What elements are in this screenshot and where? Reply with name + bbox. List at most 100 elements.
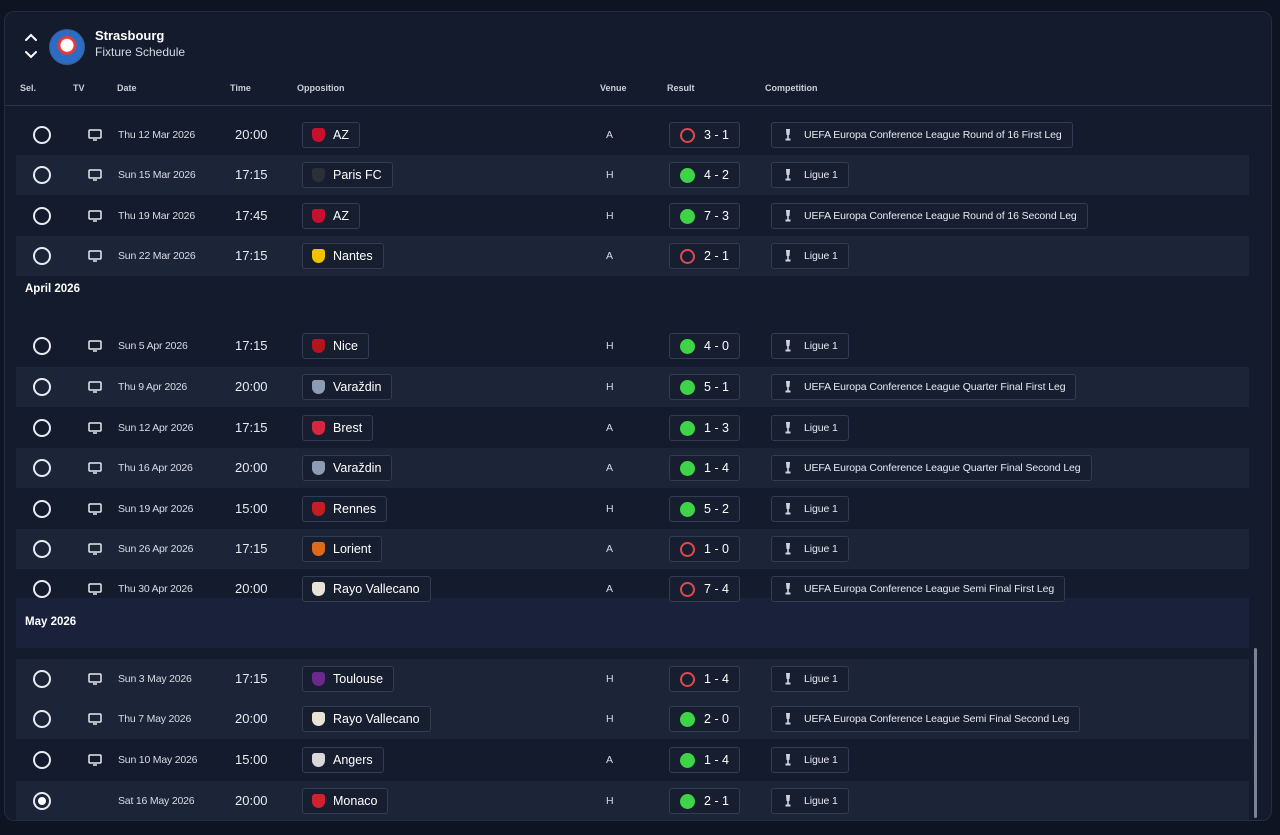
column-header-opposition[interactable]: Opposition bbox=[297, 83, 345, 93]
opponent-button[interactable]: Brest bbox=[302, 415, 374, 441]
fixture-date: Sun 19 Apr 2026 bbox=[118, 503, 194, 515]
column-header-venue[interactable]: Venue bbox=[600, 83, 627, 93]
competition-button[interactable]: Ligue 1 bbox=[771, 666, 849, 692]
result-button[interactable]: 5 - 2 bbox=[669, 496, 741, 522]
fixture-venue: A bbox=[606, 754, 614, 766]
select-radio[interactable] bbox=[33, 540, 51, 558]
column-header-sel[interactable]: Sel. bbox=[20, 83, 37, 93]
select-radio[interactable] bbox=[33, 247, 51, 265]
result-button[interactable]: 2 - 1 bbox=[669, 788, 741, 814]
select-radio[interactable] bbox=[33, 710, 51, 728]
fixture-row[interactable]: Sun 22 Mar 2026 17:15 Nantes A 2 - 1 Ligue 1 bbox=[16, 236, 1249, 276]
competition-button[interactable]: Ligue 1 bbox=[771, 536, 849, 562]
result-button[interactable]: 3 - 1 bbox=[669, 122, 741, 148]
fixture-venue: A bbox=[606, 129, 614, 141]
result-button[interactable]: 4 - 0 bbox=[669, 333, 741, 359]
result-button[interactable]: 1 - 4 bbox=[669, 666, 741, 692]
column-header-tv[interactable]: TV bbox=[73, 83, 85, 93]
result-button[interactable]: 1 - 4 bbox=[669, 747, 741, 773]
fixture-row[interactable]: Sun 26 Apr 2026 17:15 Lorient A 1 - 0 Ligue 1 bbox=[16, 529, 1249, 569]
select-radio[interactable] bbox=[33, 580, 51, 598]
fixture-venue: H bbox=[606, 210, 614, 222]
opponent-name: Paris FC bbox=[333, 168, 382, 182]
competition-button[interactable]: UEFA Europa Conference League Quarter Fi… bbox=[771, 374, 1077, 400]
result-button[interactable]: 5 - 1 bbox=[669, 374, 741, 400]
chevron-down-icon[interactable] bbox=[21, 46, 41, 64]
fixture-time: 17:15 bbox=[235, 541, 268, 556]
select-radio[interactable] bbox=[33, 207, 51, 225]
opponent-button[interactable]: Nantes bbox=[302, 243, 384, 269]
club-name[interactable]: Strasbourg bbox=[95, 28, 165, 43]
select-radio[interactable] bbox=[33, 337, 51, 355]
chevron-up-icon[interactable] bbox=[21, 28, 41, 46]
fixture-row[interactable]: Sun 10 May 2026 15:00 Angers A 1 - 4 Ligue 1 bbox=[16, 740, 1249, 780]
result-button[interactable]: 2 - 1 bbox=[669, 243, 741, 269]
opponent-button[interactable]: Rayo Vallecano bbox=[302, 576, 431, 602]
opponent-button[interactable]: Nice bbox=[302, 333, 370, 359]
club-badge-icon bbox=[312, 128, 325, 142]
fixture-row[interactable]: Thu 12 Mar 2026 20:00 AZ A 3 - 1 UEFA Europa … bbox=[16, 115, 1249, 155]
fixture-row[interactable]: Thu 30 Apr 2026 20:00 Rayo Vallecano A 7 - 4… bbox=[16, 569, 1249, 609]
opponent-button[interactable]: Varaždin bbox=[302, 455, 393, 481]
select-radio[interactable] bbox=[33, 419, 51, 437]
fixture-row[interactable]: Thu 16 Apr 2026 20:00 Varaždin A 1 - 4 UEFA E… bbox=[16, 448, 1249, 488]
select-radio[interactable] bbox=[33, 500, 51, 518]
opponent-button[interactable]: Paris FC bbox=[302, 162, 393, 188]
fixture-row[interactable]: Sun 5 Apr 2026 17:15 Nice H 4 - 0 Ligue 1 bbox=[16, 326, 1249, 366]
competition-button[interactable]: UEFA Europa Conference League Quarter Fi… bbox=[771, 455, 1092, 481]
result-button[interactable]: 1 - 0 bbox=[669, 536, 741, 562]
select-radio[interactable] bbox=[33, 792, 51, 810]
result-button[interactable]: 7 - 3 bbox=[669, 203, 741, 229]
competition-button[interactable]: Ligue 1 bbox=[771, 333, 849, 359]
opponent-button[interactable]: Lorient bbox=[302, 536, 383, 562]
fixture-row[interactable]: Sun 12 Apr 2026 17:15 Brest A 1 - 3 Ligue 1 bbox=[16, 408, 1249, 448]
competition-button[interactable]: UEFA Europa Conference League Semi Final… bbox=[771, 706, 1081, 732]
club-crest[interactable] bbox=[49, 29, 85, 65]
fixture-row[interactable]: Sun 3 May 2026 17:15 Toulouse H 1 - 4 Ligue 1 bbox=[16, 659, 1249, 699]
select-radio[interactable] bbox=[33, 751, 51, 769]
result-button[interactable]: 1 - 4 bbox=[669, 455, 741, 481]
fixture-row[interactable]: Thu 7 May 2026 20:00 Rayo Vallecano H 2 - 0 U… bbox=[16, 699, 1249, 739]
opponent-button[interactable]: Rennes bbox=[302, 496, 388, 522]
opponent-button[interactable]: Varaždin bbox=[302, 374, 393, 400]
fixture-row[interactable]: Sun 15 Mar 2026 17:15 Paris FC H 4 - 2 Ligue … bbox=[16, 155, 1249, 195]
fixture-row[interactable]: Sat 16 May 2026 20:00 Monaco H 2 - 1 Ligue 1 bbox=[16, 781, 1249, 820]
fixture-row[interactable]: Thu 9 Apr 2026 20:00 Varaždin H 5 - 1 UEFA Eu… bbox=[16, 367, 1249, 407]
scrollbar-thumb[interactable] bbox=[1254, 648, 1257, 818]
result-button[interactable]: 2 - 0 bbox=[669, 706, 741, 732]
result-score: 3 - 1 bbox=[704, 128, 730, 142]
competition-button[interactable]: UEFA Europa Conference League Round of 1… bbox=[771, 122, 1073, 148]
column-header-time[interactable]: Time bbox=[230, 83, 251, 93]
opponent-button[interactable]: Rayo Vallecano bbox=[302, 706, 431, 732]
fixture-row[interactable]: Thu 19 Mar 2026 17:45 AZ H 7 - 3 UEFA Europa … bbox=[16, 196, 1249, 236]
fixture-time: 20:00 bbox=[235, 793, 268, 808]
opponent-button[interactable]: Monaco bbox=[302, 788, 389, 814]
select-radio[interactable] bbox=[33, 670, 51, 688]
competition-button[interactable]: Ligue 1 bbox=[771, 162, 849, 188]
competition-button[interactable]: Ligue 1 bbox=[771, 747, 849, 773]
select-radio[interactable] bbox=[33, 378, 51, 396]
select-radio[interactable] bbox=[33, 166, 51, 184]
competition-button[interactable]: Ligue 1 bbox=[771, 415, 849, 441]
result-button[interactable]: 7 - 4 bbox=[669, 576, 741, 602]
opponent-button[interactable]: Angers bbox=[302, 747, 384, 773]
loss-indicator-icon bbox=[680, 128, 695, 143]
select-radio[interactable] bbox=[33, 126, 51, 144]
result-button[interactable]: 1 - 3 bbox=[669, 415, 741, 441]
competition-button[interactable]: Ligue 1 bbox=[771, 788, 849, 814]
competition-button[interactable]: Ligue 1 bbox=[771, 243, 849, 269]
result-button[interactable]: 4 - 2 bbox=[669, 162, 741, 188]
opponent-button[interactable]: AZ bbox=[302, 122, 360, 148]
fixture-row[interactable]: Sun 19 Apr 2026 15:00 Rennes H 5 - 2 Ligue 1 bbox=[16, 489, 1249, 529]
opponent-button[interactable]: Toulouse bbox=[302, 666, 395, 692]
opponent-button[interactable]: AZ bbox=[302, 203, 360, 229]
tv-icon bbox=[88, 129, 102, 141]
select-radio[interactable] bbox=[33, 459, 51, 477]
fixture-venue: H bbox=[606, 169, 614, 181]
column-header-result[interactable]: Result bbox=[667, 83, 695, 93]
competition-button[interactable]: UEFA Europa Conference League Semi Final… bbox=[771, 576, 1066, 602]
competition-button[interactable]: UEFA Europa Conference League Round of 1… bbox=[771, 203, 1088, 229]
column-header-competition[interactable]: Competition bbox=[765, 83, 818, 93]
competition-button[interactable]: Ligue 1 bbox=[771, 496, 849, 522]
column-header-date[interactable]: Date bbox=[117, 83, 137, 93]
